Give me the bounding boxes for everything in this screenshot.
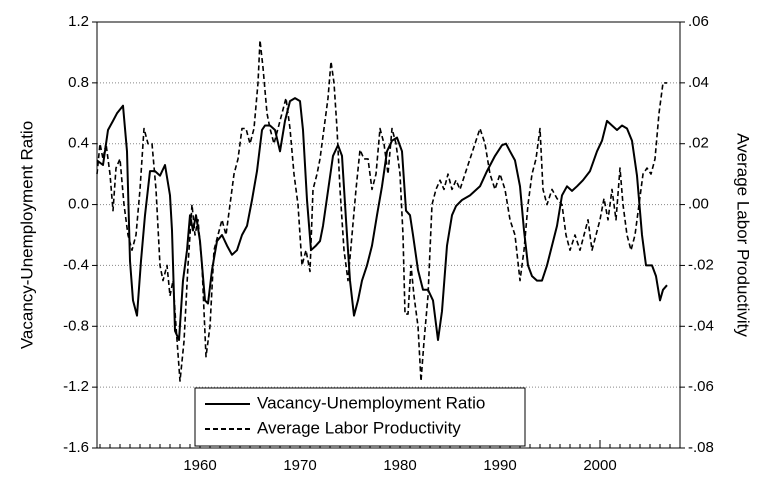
y2-tick-label: .00 xyxy=(688,196,709,213)
y2-tick-label: -.08 xyxy=(688,439,714,456)
y-tick-label: -1.6 xyxy=(63,439,89,456)
x-tick-label: 2000 xyxy=(583,457,616,474)
y-tick-label: -1.2 xyxy=(63,378,89,395)
legend-label: Vacancy-Unemployment Ratio xyxy=(257,393,485,412)
legend: Vacancy-Unemployment Ratio Average Labor … xyxy=(194,387,526,447)
y2-tick-label: -.02 xyxy=(688,256,714,273)
series-line xyxy=(96,39,667,382)
y2-tick-label: .06 xyxy=(688,13,709,30)
y-tick-label: 0.8 xyxy=(68,74,89,91)
plot-frame xyxy=(96,21,681,449)
y-axis-title: Vacancy-Unemployment Ratio xyxy=(17,121,36,349)
y-tick-label: 1.2 xyxy=(68,13,89,30)
x-tick-label: 1980 xyxy=(383,457,416,474)
y-tick-label: -0.4 xyxy=(63,256,89,273)
series-line xyxy=(96,97,668,341)
y2-tick-label: -.04 xyxy=(688,317,714,334)
y2-tick-label: -.06 xyxy=(688,378,714,395)
y-tick-label: -0.8 xyxy=(63,317,89,334)
legend-box xyxy=(194,387,526,447)
y2-tick-label: .02 xyxy=(688,135,709,152)
legend-label: Average Labor Productivity xyxy=(257,418,461,437)
y-tick-label: 0.4 xyxy=(68,135,89,152)
x-tick-label: 1970 xyxy=(283,457,316,474)
y-tick-label: 0.0 xyxy=(68,196,89,213)
x-tick-label: 1960 xyxy=(183,457,216,474)
y2-tick-label: .04 xyxy=(688,74,709,91)
x-tick-label: 1990 xyxy=(483,457,516,474)
y2-axis-title: Average Labor Productivity xyxy=(734,133,753,337)
